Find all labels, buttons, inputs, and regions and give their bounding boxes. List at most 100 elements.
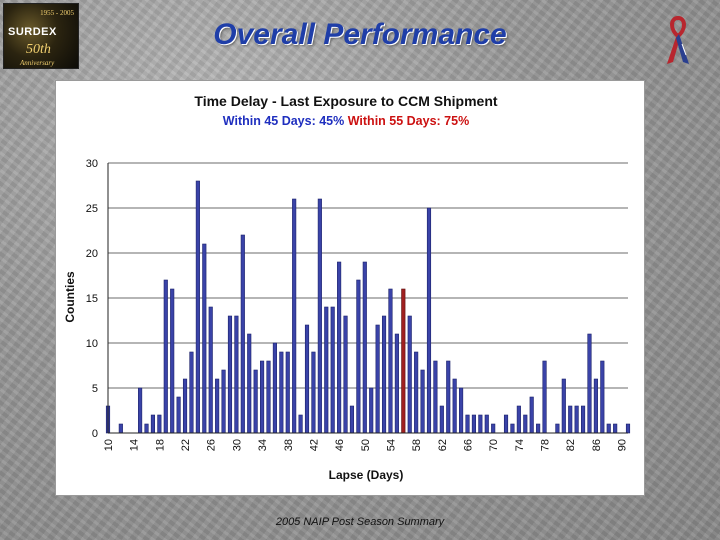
bar: [189, 351, 194, 434]
bar: [253, 369, 258, 434]
bar: [394, 333, 399, 434]
x-tick-label: 50: [360, 439, 372, 451]
bar: [356, 279, 361, 434]
bar: [234, 315, 239, 434]
bar: [227, 315, 233, 434]
x-axis-label: Lapse (Days): [329, 468, 404, 482]
bar: [170, 288, 175, 434]
bar: [215, 378, 220, 434]
axes: [107, 163, 628, 434]
bar: [369, 387, 374, 434]
logo-fifty: 50th: [26, 42, 51, 57]
x-tick-label: 30: [231, 439, 243, 451]
bar: [529, 396, 534, 434]
x-tick-label: 58: [411, 439, 423, 451]
x-tick-labels: 10 14 18 22 26 30 34 38 42 46 50 54 58 62 66 70 74 78 82 86…: [103, 439, 629, 451]
bar: [337, 261, 342, 434]
bar: [118, 423, 123, 434]
bar: [446, 360, 451, 434]
bar: [195, 180, 200, 434]
bar-highlight: [401, 288, 406, 434]
bar: [343, 315, 348, 434]
bar: [298, 414, 303, 434]
bar: [503, 414, 509, 434]
bar: [484, 414, 489, 434]
bar: [613, 423, 618, 434]
bar: [138, 387, 143, 434]
x-tick-label: 38: [283, 439, 295, 451]
bar: [414, 351, 419, 434]
bar: [465, 414, 470, 434]
bar: [459, 387, 464, 434]
bar: [311, 351, 316, 434]
x-tick-label: 18: [154, 439, 166, 451]
chart-panel: Time Delay - Last Exposure to CCM Shipme…: [55, 80, 645, 496]
bar: [587, 333, 592, 434]
bar: [625, 423, 631, 434]
bar: [208, 306, 213, 434]
x-tick-label: 54: [385, 439, 397, 451]
x-tick-label: 78: [540, 439, 552, 451]
bar: [580, 405, 586, 434]
bars: [105, 180, 631, 434]
x-tick-label: 14: [129, 439, 141, 451]
bar: [182, 378, 188, 434]
bar: [555, 423, 560, 434]
slide-title: Overall Performance: [213, 18, 507, 51]
bar: [407, 315, 412, 434]
surdex-50th-anniversary-logo: 1955 - 2005 SURDEX 50th Anniversary: [3, 3, 79, 69]
bar: [433, 360, 438, 434]
x-tick-label: 62: [437, 439, 449, 451]
x-tick-label: 10: [103, 439, 115, 451]
bar: [240, 234, 245, 434]
subtitle-within-45: Within 45 Days: 45%: [223, 114, 344, 128]
bar: [221, 369, 226, 434]
bar: [279, 351, 284, 434]
bar: [510, 423, 515, 434]
awareness-ribbon-icon: [667, 15, 689, 64]
y-tick-label: 10: [86, 338, 98, 350]
bar: [593, 378, 598, 434]
bar: [285, 351, 290, 434]
y-tick-label: 20: [86, 248, 98, 260]
chart-title: Time Delay - Last Exposure to CCM Shipme…: [194, 93, 497, 109]
slide-footer: 2005 NAIP Post Season Summary: [275, 516, 445, 528]
x-tick-label: 70: [488, 439, 500, 451]
bar: [542, 360, 547, 434]
bar: [176, 396, 181, 434]
bar: [247, 333, 252, 434]
bar: [420, 369, 425, 434]
x-tick-label: 22: [180, 439, 192, 451]
bar: [439, 405, 444, 434]
bar: [478, 414, 483, 434]
x-tick-label: 66: [463, 439, 475, 451]
y-tick-label: 30: [86, 158, 98, 170]
bar: [606, 423, 611, 434]
bar: [349, 405, 355, 434]
bar: [260, 360, 265, 434]
bar: [388, 288, 393, 434]
bar: [452, 378, 457, 434]
y-tick-label: 5: [92, 383, 98, 395]
x-tick-label: 26: [206, 439, 218, 451]
bar: [561, 378, 566, 434]
bar: [157, 414, 162, 434]
bar: [426, 207, 432, 434]
bar: [317, 198, 322, 434]
logo-years: 1955 - 2005: [40, 9, 74, 17]
bar: [375, 324, 380, 434]
x-tick-label: 86: [591, 439, 603, 451]
bar: [304, 324, 310, 434]
bar: [536, 423, 541, 434]
y-tick-labels: 0 5 10 15 20 25 30: [86, 158, 98, 440]
subtitle-within-55: Within 55 Days: 75%: [348, 114, 469, 128]
gridlines: [108, 162, 628, 389]
x-tick-label: 42: [308, 439, 320, 451]
bar: [272, 342, 277, 434]
chart-subtitle: Within 45 Days: 45% Within 55 Days: 75%: [223, 114, 469, 128]
bar: [330, 306, 335, 434]
y-tick-label: 15: [86, 293, 98, 305]
x-tick-label: 82: [565, 439, 577, 451]
x-tick-label: 90: [617, 439, 629, 451]
bar: [491, 423, 496, 434]
